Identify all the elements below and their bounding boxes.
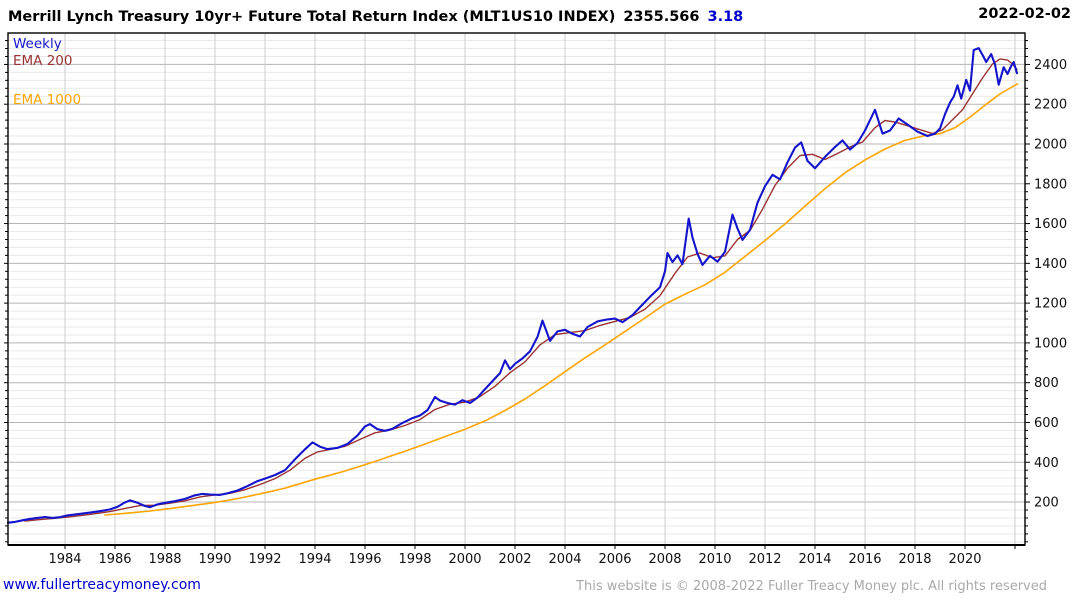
x-axis-label: 2002 [498, 552, 531, 567]
x-axis-label: 1988 [148, 552, 181, 567]
y-axis-label: 2000 [1034, 137, 1067, 152]
chart-header: Merrill Lynch Treasury 10yr+ Future Tota… [8, 6, 1067, 30]
x-axis-label: 1994 [298, 552, 331, 567]
y-axis-label: 1600 [1034, 217, 1067, 232]
x-axis-label: 2012 [748, 552, 781, 567]
x-axis-label: 1996 [348, 552, 381, 567]
series-ema-1000 [104, 83, 1019, 516]
x-axis-label: 2020 [948, 552, 981, 567]
last-price: 2355.566 [623, 9, 700, 25]
y-axis-label: 800 [1034, 376, 1059, 391]
chart-date: 2022-02-02 [978, 6, 1071, 22]
y-axis-label: 1200 [1034, 297, 1067, 312]
footer-site-link[interactable]: www.fullertreacymoney.com [3, 577, 201, 593]
legend-ema-1000: EMA 1000 [13, 92, 82, 108]
x-axis-label: 2004 [548, 552, 581, 567]
y-axis-label: 1400 [1034, 257, 1067, 272]
chart-title: Merrill Lynch Treasury 10yr+ Future Tota… [8, 9, 616, 25]
y-axis-label: 1000 [1034, 336, 1067, 351]
legend-weekly: Weekly [13, 36, 62, 52]
x-axis-label: 1984 [48, 552, 81, 567]
x-axis-label: 2006 [598, 552, 631, 567]
x-axis-label: 2016 [848, 552, 881, 567]
x-axis-label: 1986 [98, 552, 131, 567]
footer-copyright: This website is © 2008-2022 Fuller Treac… [576, 579, 1047, 594]
legend-ema-200: EMA 200 [13, 53, 73, 69]
y-axis-label: 2200 [1034, 98, 1067, 113]
y-axis-label: 600 [1034, 416, 1059, 431]
x-axis-label: 2018 [898, 552, 931, 567]
x-axis-label: 2008 [648, 552, 681, 567]
x-axis-label: 2014 [798, 552, 831, 567]
x-axis-label: 2010 [698, 552, 731, 567]
y-axis-label: 400 [1034, 456, 1059, 471]
x-axis-label: 1992 [248, 552, 281, 567]
x-axis-label: 1998 [398, 552, 431, 567]
series-weekly [6, 47, 1019, 524]
y-axis-label: 2400 [1034, 58, 1067, 73]
x-axis-label: 2000 [448, 552, 481, 567]
y-axis-label: 200 [1034, 496, 1059, 511]
plot-frame [7, 32, 1026, 546]
y-axis-label: 1800 [1034, 177, 1067, 192]
x-axis-label: 1990 [198, 552, 231, 567]
price-change: 3.18 [707, 9, 744, 25]
